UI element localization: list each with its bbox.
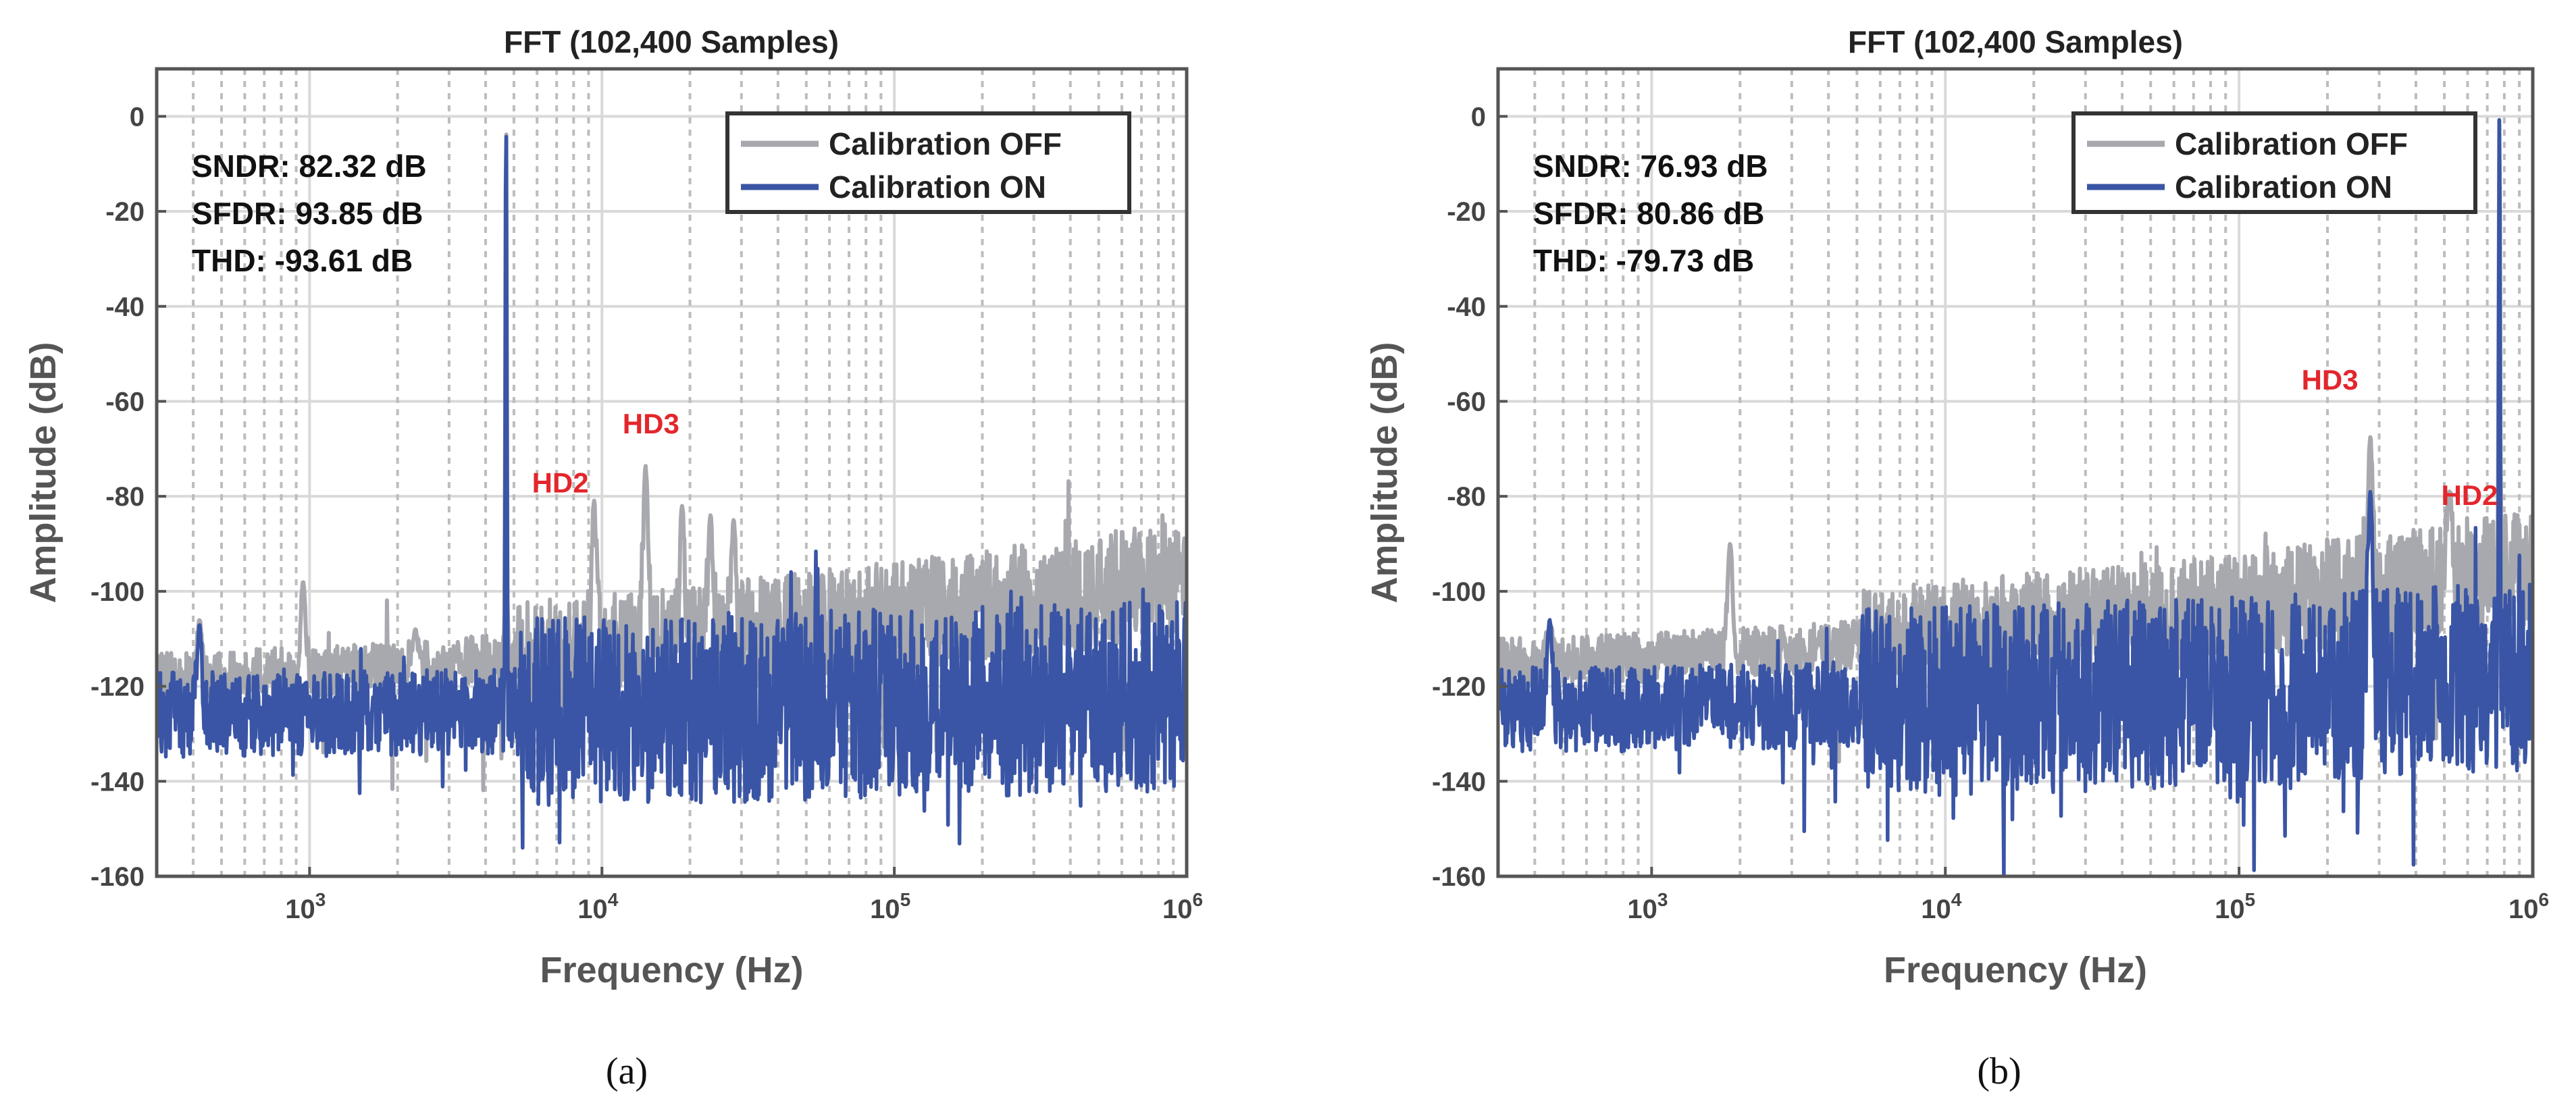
legend-entry: Calibration OFF bbox=[829, 126, 1062, 161]
stat-line: SNDR: 82.32 dB bbox=[192, 149, 427, 184]
y-tick-label: -160 bbox=[91, 862, 145, 892]
y-tick-label: -40 bbox=[1447, 292, 1486, 322]
series-line-calibration-on bbox=[1498, 117, 2533, 876]
series-group bbox=[1498, 117, 2533, 876]
x-tick-label: 105 bbox=[2215, 889, 2255, 924]
legend-entry: Calibration ON bbox=[2175, 169, 2392, 205]
y-axis-label: Amplitude (dB) bbox=[23, 342, 63, 604]
stat-line: SFDR: 93.85 dB bbox=[192, 196, 423, 231]
y-tick-label: -20 bbox=[1447, 197, 1486, 227]
y-tick-label: -60 bbox=[105, 387, 145, 417]
figure-caption: (a) bbox=[606, 1050, 648, 1092]
x-tick-exponent: 4 bbox=[608, 889, 619, 910]
series-line-calibration-off bbox=[157, 132, 1187, 793]
chart-title: FFT (102,400 Samples) bbox=[1848, 24, 2183, 59]
y-tick-label: -120 bbox=[91, 672, 145, 702]
legend-entry: Calibration ON bbox=[829, 169, 1046, 205]
y-tick-label: -80 bbox=[105, 482, 145, 512]
series-group bbox=[157, 132, 1187, 850]
annotation-hd2: HD2 bbox=[2441, 479, 2498, 511]
legend-box bbox=[725, 111, 1131, 214]
x-axis-label: Frequency (Hz) bbox=[1884, 950, 2147, 990]
x-tick-label: 103 bbox=[285, 889, 326, 924]
x-tick-base: 10 bbox=[1162, 895, 1193, 924]
x-tick-base: 10 bbox=[1627, 895, 1657, 924]
series-line-calibration-on bbox=[157, 134, 1187, 850]
y-tick-label: -100 bbox=[91, 577, 145, 607]
stat-line: THD: -93.61 dB bbox=[192, 243, 413, 278]
stat-line: SFDR: 80.86 dB bbox=[1533, 196, 1765, 231]
y-tick-label: 0 bbox=[1471, 102, 1486, 132]
y-tick-label: -100 bbox=[1432, 577, 1486, 607]
y-tick-label: -40 bbox=[105, 292, 145, 322]
annotation-hd3: HD3 bbox=[2302, 364, 2359, 396]
x-tick-label: 105 bbox=[870, 889, 910, 924]
x-tick-exponent: 5 bbox=[900, 889, 911, 910]
x-tick-base: 10 bbox=[285, 895, 315, 924]
grid bbox=[1497, 69, 2533, 878]
y-tick-label: -60 bbox=[1447, 387, 1486, 417]
x-tick-exponent: 6 bbox=[2538, 889, 2549, 910]
x-tick-label: 106 bbox=[2508, 889, 2549, 924]
x-tick-label: 106 bbox=[1162, 889, 1203, 924]
y-tick-label: -160 bbox=[1432, 862, 1486, 892]
x-tick-base: 10 bbox=[870, 895, 900, 924]
y-tick-label: -80 bbox=[1447, 482, 1486, 512]
y-tick-label: -140 bbox=[1432, 767, 1486, 797]
x-tick-base: 10 bbox=[1921, 895, 1951, 924]
annotation-hd2: HD2 bbox=[532, 467, 589, 499]
x-tick-exponent: 6 bbox=[1192, 889, 1203, 910]
x-tick-base: 10 bbox=[577, 895, 608, 924]
plot-frame bbox=[1496, 67, 2535, 878]
legend: Calibration OFF Calibration ON bbox=[2071, 111, 2477, 214]
chart-title: FFT (102,400 Samples) bbox=[504, 24, 839, 59]
x-tick-exponent: 3 bbox=[315, 889, 326, 910]
legend: Calibration OFF Calibration ON bbox=[725, 111, 1131, 214]
legend-box bbox=[2071, 111, 2477, 214]
x-tick-label: 103 bbox=[1627, 889, 1668, 924]
x-axis-label: Frequency (Hz) bbox=[540, 950, 803, 990]
x-tick-exponent: 4 bbox=[1951, 889, 1962, 910]
x-tick-base: 10 bbox=[2215, 895, 2245, 924]
y-axis-label: Amplitude (dB) bbox=[1364, 342, 1405, 604]
y-tick-label: -140 bbox=[91, 767, 145, 797]
x-tick-label: 104 bbox=[577, 889, 619, 924]
x-tick-base: 10 bbox=[2508, 895, 2539, 924]
x-tick-exponent: 5 bbox=[2245, 889, 2256, 910]
y-tick-label: -120 bbox=[1432, 672, 1486, 702]
legend-entry: Calibration OFF bbox=[2175, 126, 2408, 161]
stat-line: SNDR: 76.93 dB bbox=[1533, 149, 1768, 184]
annotation-hd3: HD3 bbox=[623, 408, 679, 439]
figure-caption: (b) bbox=[1977, 1050, 2021, 1092]
y-tick-label: -20 bbox=[105, 197, 145, 227]
stat-line: THD: -79.73 dB bbox=[1533, 243, 1754, 278]
y-tick-label: 0 bbox=[130, 102, 145, 132]
x-tick-label: 104 bbox=[1921, 889, 1962, 924]
plot-frame bbox=[155, 67, 1189, 878]
x-tick-exponent: 3 bbox=[1657, 889, 1668, 910]
